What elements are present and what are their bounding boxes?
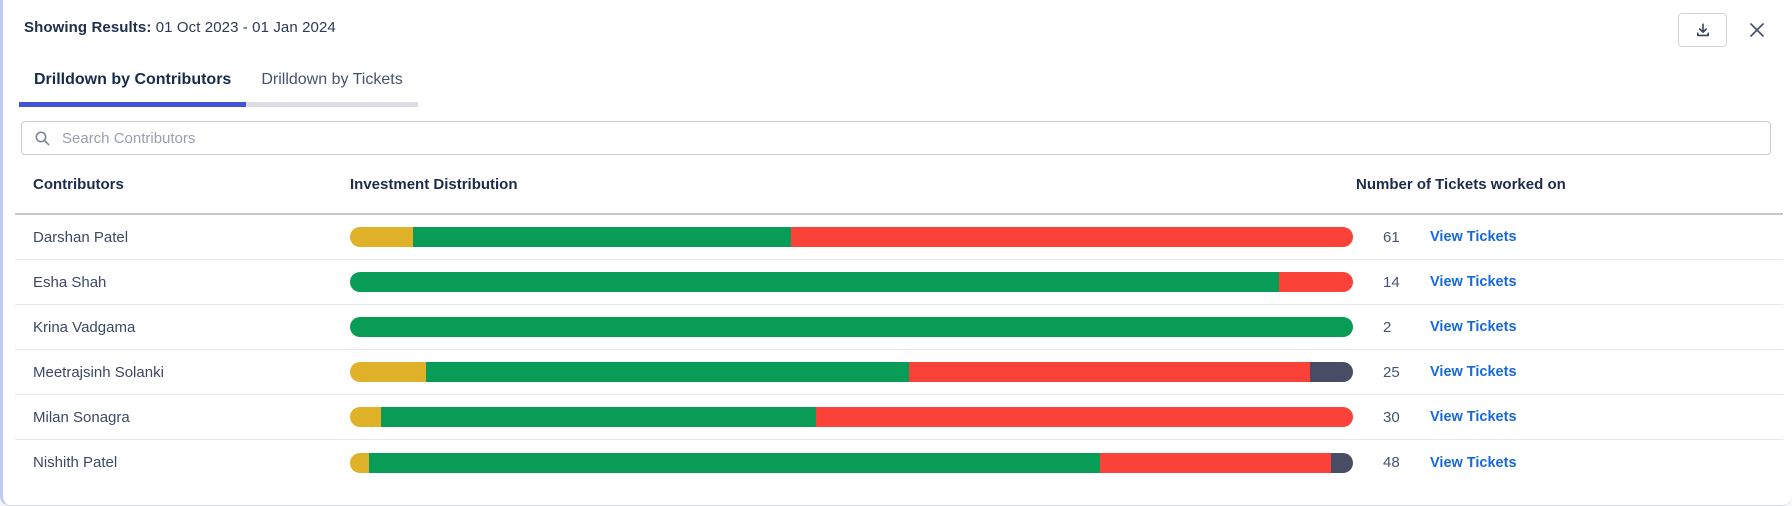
investment-bar <box>350 227 1353 247</box>
bar-segment-yellow <box>350 407 382 427</box>
bar-segment-dark <box>1330 452 1353 473</box>
ticket-count: 14 <box>1383 273 1400 291</box>
table-row: Esha Shah 14 View Tickets <box>15 260 1783 305</box>
search-icon <box>34 130 51 147</box>
close-button[interactable] <box>1744 17 1770 43</box>
bar-segment-red <box>1100 452 1331 473</box>
contributor-name: Esha Shah <box>33 273 107 291</box>
showing-results-label: Showing Results: <box>24 19 152 36</box>
contributor-name: Milan Sonagra <box>33 408 130 426</box>
column-header-investment-distribution: Investment Distribution <box>350 175 518 193</box>
tab-bar: Drilldown by Contributors Drilldown by T… <box>3 47 1792 107</box>
tickets-cell: 61 View Tickets <box>1353 229 1783 246</box>
top-bar: Showing Results: 01 Oct 2023 - 01 Jan 20… <box>3 0 1792 47</box>
table-row: Darshan Patel 61 View Tickets <box>15 215 1783 260</box>
view-tickets-link[interactable]: View Tickets <box>1430 364 1517 380</box>
ticket-count: 48 <box>1383 454 1400 471</box>
table-row: Nishith Patel 48 View Tickets <box>15 440 1783 485</box>
table-header: Contributors Investment Distribution Num… <box>15 155 1783 215</box>
ticket-count: 61 <box>1383 228 1400 246</box>
bar-segment-green <box>350 317 1353 337</box>
view-tickets-link[interactable]: View Tickets <box>1430 319 1517 335</box>
investment-bar <box>350 407 1353 427</box>
ticket-count: 2 <box>1383 318 1392 336</box>
tab-drilldown-by-contributors[interactable]: Drilldown by Contributors <box>19 63 247 107</box>
search-input[interactable] <box>60 128 1758 148</box>
bar-segment-yellow <box>350 362 427 382</box>
bar-segment-red <box>1278 272 1353 292</box>
close-icon <box>1747 20 1767 40</box>
search-bar <box>21 121 1771 155</box>
bar-segment-red <box>816 407 1353 427</box>
bar-segment-dark <box>1309 362 1353 382</box>
column-header-tickets-worked-on: Number of Tickets worked on <box>1356 175 1566 193</box>
top-actions <box>1678 13 1770 47</box>
investment-bar <box>350 452 1353 473</box>
bar-segment-green <box>369 452 1101 473</box>
investment-bar <box>350 272 1353 292</box>
showing-results: Showing Results: 01 Oct 2023 - 01 Jan 20… <box>24 13 336 36</box>
view-tickets-link[interactable]: View Tickets <box>1430 409 1517 425</box>
tickets-cell: 2 View Tickets <box>1353 319 1783 336</box>
tickets-cell: 25 View Tickets <box>1353 364 1783 381</box>
contributor-name: Krina Vadgama <box>33 318 136 336</box>
tickets-cell: 14 View Tickets <box>1353 274 1783 291</box>
investment-bar <box>350 317 1353 337</box>
tickets-cell: 48 View Tickets <box>1353 454 1783 471</box>
ticket-count: 30 <box>1383 408 1400 426</box>
bar-segment-yellow <box>350 452 370 473</box>
bar-segment-green <box>413 227 792 247</box>
bar-segment-red <box>791 227 1353 247</box>
contributor-name: Nishith Patel <box>33 454 118 471</box>
table-row: Krina Vadgama 2 View Tickets <box>15 305 1783 350</box>
view-tickets-link[interactable]: View Tickets <box>1430 274 1517 290</box>
table-row: Milan Sonagra 30 View Tickets <box>15 395 1783 440</box>
table-row: Meetrajsinh Solanki 25 View Tickets <box>15 350 1783 395</box>
download-icon <box>1695 22 1711 38</box>
bar-segment-green <box>350 272 1279 292</box>
view-tickets-link[interactable]: View Tickets <box>1430 229 1517 245</box>
date-range: 01 Oct 2023 - 01 Jan 2024 <box>155 19 336 36</box>
bar-segment-yellow <box>350 227 414 247</box>
download-button[interactable] <box>1678 13 1727 47</box>
bar-segment-green <box>426 362 909 382</box>
bar-segment-green <box>381 407 817 427</box>
view-tickets-link[interactable]: View Tickets <box>1430 454 1517 471</box>
column-header-contributors: Contributors <box>33 175 124 193</box>
investment-bar <box>350 362 1353 382</box>
contributor-name: Meetrajsinh Solanki <box>33 363 164 381</box>
tab-drilldown-by-tickets[interactable]: Drilldown by Tickets <box>246 63 418 107</box>
table-body: Darshan Patel 61 View Tickets Esha Shah … <box>15 215 1783 485</box>
contributor-name: Darshan Patel <box>33 228 129 246</box>
ticket-count: 25 <box>1383 363 1400 381</box>
contributors-table: Contributors Investment Distribution Num… <box>15 155 1783 485</box>
tickets-cell: 30 View Tickets <box>1353 409 1783 426</box>
bar-segment-red <box>908 362 1310 382</box>
